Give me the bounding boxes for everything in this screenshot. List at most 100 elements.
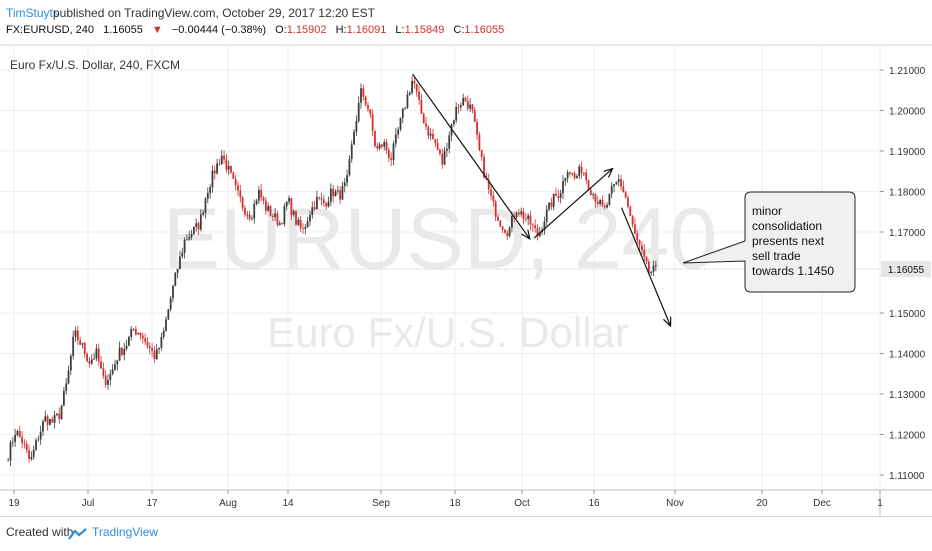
candle-body-145	[343, 182, 346, 187]
x-tick-label-3: Aug	[219, 498, 237, 509]
candle-body-14	[39, 431, 42, 440]
candle-body-137	[325, 203, 328, 207]
candle-body-177	[418, 91, 420, 100]
candle-body-27	[69, 355, 72, 371]
candle-body-41	[102, 368, 105, 376]
candle-body-36	[90, 359, 93, 364]
candle-body-20	[53, 415, 56, 423]
last-price-tag: 1.16055	[881, 261, 931, 277]
candle-body-219	[515, 212, 518, 218]
candle-body-156	[369, 109, 372, 115]
symbol-label[interactable]: FX:EURUSD, 240	[6, 24, 95, 36]
last-price: 1.16055	[103, 24, 143, 36]
candle-body-274	[643, 250, 646, 257]
candle-body-45	[111, 369, 114, 375]
candle-body-237	[557, 195, 560, 198]
candle-body-46	[114, 364, 116, 370]
price-chart[interactable]: EURUSD, 240 Euro Fx/U.S. Dollar Euro Fx/…	[0, 0, 932, 516]
candle-body-119	[283, 206, 286, 225]
candle-body-240	[564, 178, 567, 182]
candle-body-146	[346, 175, 348, 183]
candle-body-138	[327, 201, 330, 207]
candle-body-19	[51, 418, 54, 423]
candle-body-127	[302, 228, 304, 229]
candle-body-57	[139, 332, 142, 336]
candle-body-129	[306, 221, 309, 228]
price-axis-labels: 1.21000 1.20000 1.19000 1.18000 1.17000 1.150…	[880, 66, 926, 482]
candle-body-256	[601, 200, 604, 206]
candle-body-227	[534, 225, 537, 229]
candle-body-25	[65, 383, 68, 391]
candle-body-202	[476, 121, 478, 135]
candle-body-179	[422, 113, 425, 124]
candle-body-54	[132, 328, 135, 330]
candle-body-278	[652, 265, 655, 272]
candle-body-181	[427, 126, 430, 136]
candle-body-185	[436, 142, 439, 150]
watermark-name: Euro Fx/U.S. Dollar	[267, 309, 629, 356]
candle-body-99	[237, 185, 239, 191]
candles	[7, 76, 657, 467]
candle-body-260	[610, 186, 613, 194]
candle-body-153	[362, 88, 365, 97]
candle-body-203	[478, 134, 481, 150]
candle-body-267	[627, 197, 629, 207]
candle-body-186	[439, 149, 441, 154]
candle-body-97	[232, 172, 235, 179]
candle-body-195	[459, 105, 462, 108]
candle-body-17	[46, 416, 49, 425]
candle-body-44	[109, 374, 112, 380]
candle-body-81	[195, 223, 198, 227]
candle-body-254	[596, 201, 599, 205]
candle-body-148	[350, 144, 353, 159]
candle-body-178	[420, 99, 423, 114]
trend-arrow-0	[412, 73, 530, 238]
candle-body-73	[176, 268, 179, 273]
candle-body-252	[592, 194, 595, 196]
candle-body-103	[246, 214, 249, 216]
candle-body-92	[220, 155, 223, 164]
y-tick-label-8: 1.12000	[889, 431, 926, 442]
y-tick-label-7: 1.13000	[889, 390, 926, 401]
candle-body-0	[7, 460, 10, 462]
candle-body-207	[487, 179, 490, 190]
author-link[interactable]: TimStuyts	[6, 6, 59, 20]
candle-body-221	[520, 211, 523, 215]
candle-body-109	[260, 189, 263, 198]
callout-box	[682, 191, 856, 293]
candle-body-82	[197, 223, 200, 230]
symbol-watermark: EURUSD, 240 Euro Fx/U.S. Dollar	[163, 191, 717, 356]
candle-body-266	[624, 192, 627, 198]
candle-body-157	[371, 114, 374, 131]
candle-body-216	[508, 227, 511, 237]
candle-body-134	[318, 197, 321, 199]
candle-body-114	[271, 215, 274, 217]
candle-body-228	[536, 228, 539, 237]
candle-body-241	[566, 172, 569, 179]
candle-body-155	[367, 104, 369, 110]
candle-body-272	[638, 240, 641, 246]
candle-body-51	[125, 345, 128, 349]
candle-body-2	[11, 441, 14, 443]
y-tick-label-5: 1.15000	[889, 309, 926, 320]
y-tick-label-6: 1.14000	[889, 350, 926, 361]
candle-body-189	[446, 148, 448, 151]
candle-body-125	[297, 219, 300, 225]
candle-body-214	[504, 229, 506, 233]
candle-body-248	[582, 172, 585, 174]
tradingview-link[interactable]: TradingView	[92, 525, 159, 539]
candle-body-243	[571, 173, 574, 175]
candle-body-15	[42, 421, 44, 432]
candle-body-84	[202, 212, 205, 215]
candle-body-26	[67, 370, 70, 384]
candle-body-102	[244, 207, 246, 215]
candle-body-172	[406, 94, 409, 108]
candle-body-196	[462, 97, 465, 106]
candle-body-110	[262, 197, 265, 201]
candle-body-9	[28, 450, 30, 460]
candle-body-78	[188, 237, 191, 240]
candle-body-250	[587, 180, 590, 191]
open-label: O:	[275, 24, 287, 36]
